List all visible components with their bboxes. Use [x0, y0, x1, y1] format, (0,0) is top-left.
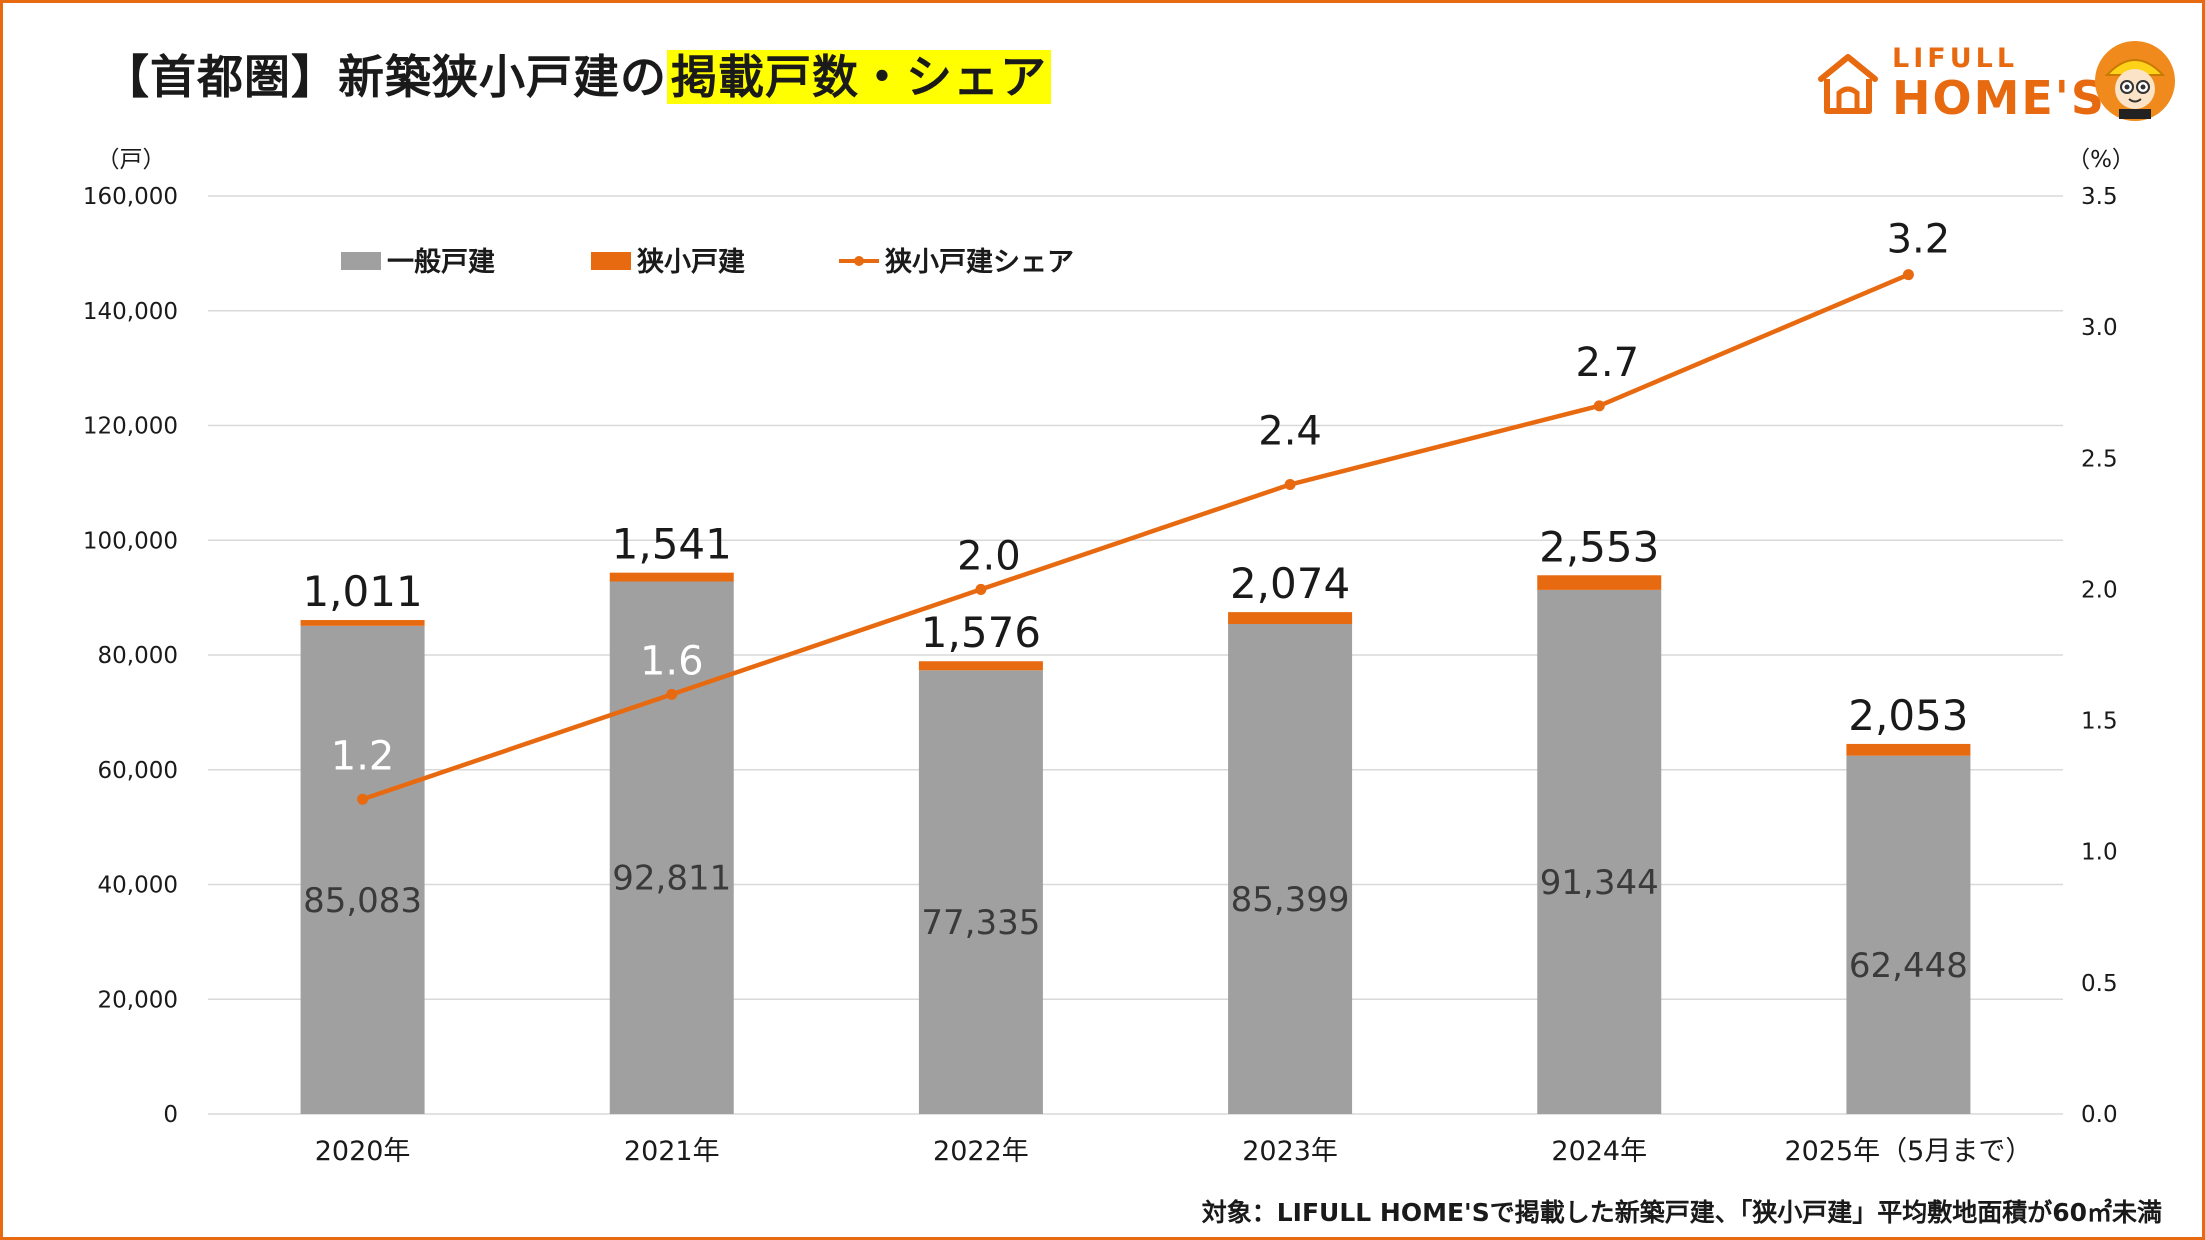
x-tick-label: 2021年: [624, 1136, 720, 1167]
legend-label-narrow: 狭小戸建: [636, 247, 745, 278]
y-right-tick-label: 2.0: [2081, 577, 2118, 603]
legend-label-general: 一般戸建: [387, 246, 495, 278]
data-label-share: 2.4: [1258, 409, 1322, 455]
legend-swatch-general: [341, 252, 381, 270]
bar-narrow: [1537, 575, 1662, 590]
data-label-share: 2.0: [957, 533, 1021, 579]
y-right-tick-label: 0.5: [2081, 971, 2118, 997]
y-left-unit: （戸）: [97, 147, 166, 173]
y-right-tick-label: 3.0: [2081, 315, 2118, 341]
chart-area: 85,083 1,011 92,811 1,541 77,335 1,576 85,399 2…: [83, 147, 2135, 1167]
data-label-share: 2.7: [1575, 340, 1639, 386]
x-tick-label: 2025年（5月まで）: [1784, 1136, 2032, 1167]
share-point: [1593, 400, 1605, 412]
bar-general: [609, 581, 734, 1114]
y-left-tick-label: 40,000: [98, 873, 178, 899]
share-point: [666, 688, 678, 700]
bar-general: [1228, 624, 1353, 1114]
data-label-narrow: 1,576: [921, 608, 1041, 657]
y-left-tick-label: 100,000: [83, 528, 178, 554]
brand-logo: LIFULL HOME'S: [1809, 39, 2189, 129]
x-tick-label: 2022年: [933, 1136, 1029, 1167]
data-label-share: 1.2: [331, 733, 395, 779]
bar-general: [1846, 755, 1971, 1114]
bar-narrow: [1846, 743, 1971, 756]
data-label-general: 62,448: [1849, 946, 1968, 986]
data-label-narrow: 1,541: [612, 520, 732, 569]
bar-narrow: [918, 661, 1043, 671]
y-right-tick-label: 2.5: [2081, 446, 2118, 472]
share-point: [1284, 479, 1296, 491]
data-label-narrow: 2,553: [1539, 522, 1659, 571]
y-right-tick-label: 3.5: [2081, 184, 2118, 210]
legend-swatch-narrow: [591, 252, 631, 270]
y-left-tick-label: 80,000: [98, 643, 178, 669]
logo-line1: LIFULL: [1892, 43, 2019, 74]
y-left-tick-label: 160,000: [83, 184, 178, 210]
share-point: [975, 583, 987, 595]
data-label-share: 3.2: [1887, 217, 1951, 263]
share-point: [357, 793, 369, 805]
source-note: 対象：LIFULL HOME'Sで掲載した新築戸建、「狭小戸建」平均敷地面積が6…: [1201, 1198, 2162, 1227]
data-label-share: 1.6: [640, 638, 704, 684]
data-label-general: 91,344: [1540, 863, 1659, 903]
bar-narrow: [1228, 612, 1353, 625]
bar-general: [1537, 589, 1662, 1114]
x-tick-label: 2024年: [1551, 1136, 1647, 1167]
y-left-tick-label: 60,000: [98, 758, 178, 784]
x-tick-label: 2023年: [1242, 1136, 1338, 1167]
x-tick-label: 2020年: [315, 1136, 411, 1167]
data-label-narrow: 2,053: [1848, 691, 1968, 740]
y-right-unit: （%）: [2067, 147, 2135, 173]
y-left-tick-label: 0: [163, 1102, 178, 1128]
data-label-general: 85,399: [1231, 880, 1350, 920]
y-left-tick-label: 20,000: [98, 987, 178, 1013]
mascot-icon: [2095, 41, 2175, 121]
page-title: 【首都圏】新築狭小戸建の掲載戸数・シェア: [103, 41, 1051, 107]
y-right-tick-label: 1.0: [2081, 840, 2118, 866]
y-right-tick-label: 0.0: [2081, 1102, 2118, 1128]
data-label-general: 85,083: [303, 881, 422, 921]
title-prefix: 【首都圏】新築狭小戸建の: [103, 50, 667, 104]
share-line: [361, 272, 1910, 802]
data-label-narrow: 1,011: [302, 567, 422, 616]
bar-general: [300, 625, 425, 1114]
data-label-narrow: 2,074: [1230, 559, 1350, 608]
data-label-general: 77,335: [921, 903, 1040, 943]
bar-narrow: [609, 572, 734, 582]
house-icon: [1818, 54, 1878, 114]
bar-general: [918, 670, 1043, 1114]
share-point: [1902, 269, 1914, 281]
y-left-tick-label: 140,000: [83, 299, 178, 325]
logo-line2: HOME'S: [1892, 71, 2107, 125]
legend-swatch-share-marker: [854, 256, 864, 266]
title-highlight: 掲載戸数・シェア: [667, 50, 1051, 104]
y-right-tick-label: 1.5: [2081, 709, 2118, 735]
legend-label-share: 狭小戸建シェア: [884, 247, 1074, 278]
bar-narrow: [300, 620, 425, 626]
y-left-tick-label: 120,000: [83, 414, 178, 440]
data-label-general: 92,811: [612, 859, 731, 899]
